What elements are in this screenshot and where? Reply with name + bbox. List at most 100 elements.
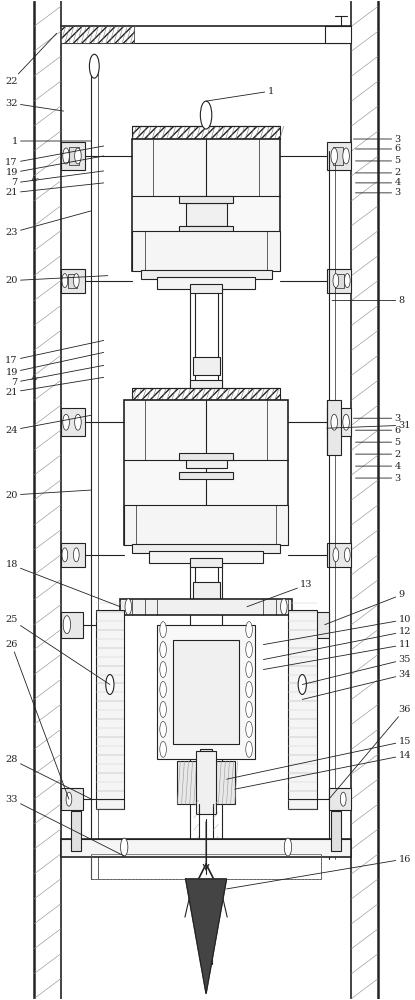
Text: 8: 8 (332, 296, 405, 305)
Bar (178, 761, 235, 804)
Circle shape (281, 599, 287, 615)
Bar (61, 839, 352, 857)
Text: 3: 3 (356, 474, 400, 483)
Bar (95, 610, 124, 809)
Circle shape (160, 681, 166, 697)
Text: 6: 6 (356, 144, 400, 153)
Bar (288, 610, 317, 809)
Text: 11: 11 (264, 640, 411, 670)
Text: 19: 19 (5, 156, 104, 177)
Bar (190, 600, 222, 610)
Text: 35: 35 (302, 655, 411, 684)
Bar (124, 400, 288, 545)
Text: 3: 3 (354, 135, 400, 144)
Bar (327, 400, 341, 455)
Circle shape (333, 274, 339, 288)
Circle shape (62, 274, 68, 288)
Bar (91, 854, 321, 879)
Text: 4: 4 (356, 178, 400, 187)
Bar (68, 274, 77, 288)
Circle shape (62, 548, 68, 562)
Circle shape (343, 148, 349, 164)
Bar (190, 380, 222, 389)
Circle shape (160, 721, 166, 737)
Bar (335, 274, 344, 288)
Circle shape (63, 148, 69, 164)
Text: 26: 26 (5, 640, 69, 799)
Bar (327, 142, 352, 170)
Circle shape (66, 792, 72, 806)
Text: 16: 16 (227, 854, 411, 889)
Text: 7: 7 (12, 171, 104, 187)
Bar (179, 453, 233, 460)
Circle shape (331, 148, 337, 164)
Circle shape (331, 414, 337, 430)
Bar (61, 26, 134, 43)
Bar (157, 277, 255, 289)
Circle shape (73, 274, 79, 288)
Circle shape (75, 414, 81, 430)
Text: 14: 14 (235, 751, 411, 789)
Circle shape (246, 701, 252, 717)
Circle shape (160, 701, 166, 717)
Circle shape (89, 54, 99, 78)
Bar (193, 582, 220, 600)
Circle shape (73, 548, 79, 562)
Circle shape (340, 792, 346, 806)
Text: 10: 10 (264, 615, 411, 645)
Bar (325, 26, 352, 43)
Text: 24: 24 (5, 415, 91, 435)
Text: 34: 34 (302, 670, 411, 699)
Bar (61, 788, 83, 810)
Circle shape (246, 642, 252, 658)
Text: 13: 13 (247, 580, 313, 607)
Bar (61, 142, 85, 170)
Circle shape (160, 741, 166, 757)
Bar (179, 226, 233, 233)
Circle shape (246, 622, 252, 638)
Bar (124, 505, 288, 545)
Text: 23: 23 (5, 211, 91, 237)
Bar (327, 543, 352, 567)
Bar (69, 147, 79, 165)
Bar (190, 284, 222, 293)
Text: 1: 1 (12, 136, 91, 145)
Text: A-: A- (30, 374, 39, 382)
Text: 20: 20 (5, 276, 108, 285)
Text: 5: 5 (356, 156, 400, 165)
Text: 3: 3 (356, 188, 400, 197)
Bar (61, 612, 83, 638)
Text: 15: 15 (227, 737, 411, 779)
Circle shape (63, 414, 69, 430)
Text: 3: 3 (354, 414, 400, 423)
Bar (132, 231, 280, 271)
Text: 1: 1 (206, 87, 274, 101)
Text: 31: 31 (327, 421, 411, 430)
Circle shape (160, 662, 166, 678)
Bar (132, 388, 280, 400)
Bar (193, 357, 220, 375)
Text: 18: 18 (5, 560, 120, 607)
Text: 19: 19 (5, 352, 104, 377)
Text: 33: 33 (5, 795, 124, 856)
Circle shape (125, 599, 132, 615)
Text: 2: 2 (356, 450, 400, 459)
Bar (157, 625, 255, 759)
Circle shape (63, 616, 71, 634)
Text: 6: 6 (356, 426, 400, 435)
Text: A-: A- (30, 175, 39, 183)
Bar (71, 811, 81, 851)
Bar (120, 599, 292, 615)
Text: 2: 2 (356, 168, 400, 177)
Circle shape (343, 414, 349, 430)
Bar (190, 558, 222, 567)
Circle shape (246, 662, 252, 678)
Circle shape (298, 675, 306, 694)
Bar (196, 751, 216, 814)
Bar (145, 231, 268, 271)
Text: 9: 9 (325, 590, 405, 625)
Bar (149, 551, 264, 563)
Bar (141, 270, 271, 279)
Bar (61, 408, 85, 436)
Circle shape (200, 101, 212, 129)
